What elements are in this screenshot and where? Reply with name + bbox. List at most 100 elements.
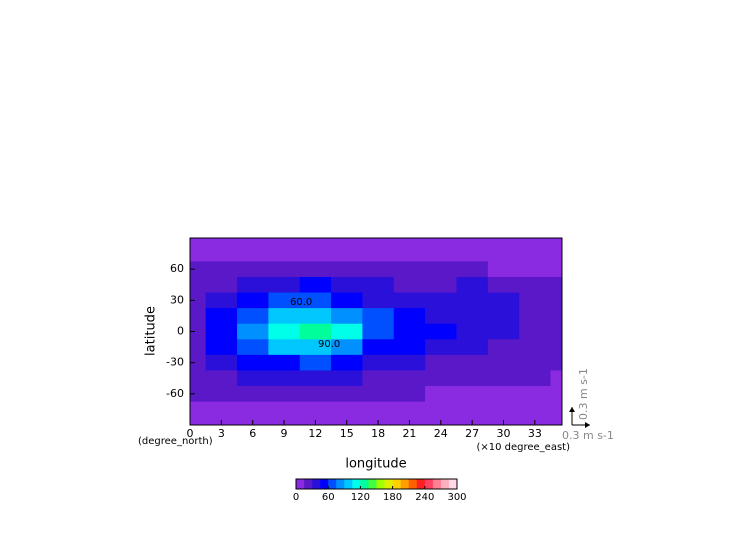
x-tick-label: 27: [465, 427, 479, 440]
cell: [550, 323, 562, 340]
cell: [268, 261, 301, 278]
cell: [550, 386, 562, 403]
cell: [393, 354, 426, 371]
cell: [425, 292, 457, 309]
cell: [456, 308, 489, 325]
cell: [425, 238, 457, 247]
y-unit: (degree_north): [138, 436, 213, 447]
cell: [519, 292, 552, 309]
colorbar-frame: [295, 478, 458, 490]
cell: [237, 238, 269, 247]
cell: [425, 323, 457, 340]
colorbar-swatch: [296, 479, 305, 489]
x-tick-label: 3: [218, 427, 225, 440]
x-tick-label: 0: [187, 427, 194, 440]
colorbar-swatch: [384, 479, 393, 489]
cell: [205, 308, 238, 325]
cell: [487, 261, 520, 278]
cell: [456, 401, 489, 418]
cell: [331, 401, 363, 418]
cell: [190, 245, 207, 262]
cell: [205, 354, 238, 371]
cell: [393, 386, 426, 403]
cell: [362, 238, 395, 247]
cell: [268, 370, 301, 387]
cell: [299, 354, 332, 371]
cell: [190, 276, 207, 294]
cell: [487, 354, 520, 371]
cell: [237, 276, 269, 294]
cell: [362, 370, 395, 387]
cell: [190, 370, 207, 387]
colorbar-swatch: [440, 479, 450, 489]
cell: [205, 370, 238, 387]
x-tick-label: 30: [496, 427, 510, 440]
cell: [425, 276, 457, 294]
vector-reference: 0.3 m s-1 0.3 m s-1: [562, 368, 614, 442]
cell: [456, 276, 489, 294]
cell: [237, 386, 269, 403]
y-tick-label: 0: [177, 325, 184, 338]
cell: [268, 238, 301, 247]
cell: [268, 276, 301, 294]
cell: [487, 339, 520, 356]
x-tick-label: 6: [249, 427, 256, 440]
colorbar-swatch: [360, 479, 369, 489]
cell: [331, 261, 363, 278]
cell: [299, 339, 332, 356]
cell: [205, 261, 238, 278]
cell: [519, 261, 552, 278]
colorbar-swatch: [304, 479, 313, 489]
cell: [393, 245, 426, 262]
cell: [268, 354, 301, 371]
cell: [205, 276, 238, 294]
cell: [393, 308, 426, 325]
cell: [331, 245, 363, 262]
cell: [550, 292, 562, 309]
cell: [268, 339, 301, 356]
cell: [362, 292, 395, 309]
cell: [331, 354, 363, 371]
cell: [190, 401, 207, 418]
cell: [205, 386, 238, 403]
cell: [299, 401, 332, 418]
colorbar-swatch: [312, 479, 321, 489]
colorbar-tick-label: 180: [383, 492, 402, 503]
cell: [519, 238, 552, 247]
cell: [190, 339, 207, 356]
cell: [331, 323, 363, 340]
cell: [205, 292, 238, 309]
colorbar-swatch: [336, 479, 345, 489]
colorbar-tick-label: 120: [351, 492, 370, 503]
cell: [425, 370, 457, 387]
cell: [519, 323, 552, 340]
cell: [331, 339, 363, 356]
cell: [299, 261, 332, 278]
cell: [519, 354, 552, 371]
y-tick-label: 60: [170, 262, 184, 275]
cell: [362, 323, 395, 340]
colorbar-swatch: [328, 479, 337, 489]
cell: [362, 386, 395, 403]
colorbar-swatch: [344, 479, 353, 489]
cell: [425, 401, 457, 418]
cell: [425, 386, 457, 403]
x-tick-label: 12: [308, 427, 322, 440]
cell: [362, 276, 395, 294]
cell: [299, 292, 332, 309]
cell: [299, 308, 332, 325]
cell: [550, 245, 562, 262]
cell: [362, 308, 395, 325]
cell: [519, 401, 552, 418]
cell: [362, 339, 395, 356]
x-tick-label: 18: [371, 427, 385, 440]
cell: [393, 323, 426, 340]
cell: [550, 339, 562, 356]
colorbar-swatch: [352, 479, 361, 489]
cell: [237, 339, 269, 356]
x-tick-label: 33: [528, 427, 542, 440]
cell: [299, 323, 332, 340]
x-tick-label: 24: [434, 427, 448, 440]
cell: [487, 308, 520, 325]
